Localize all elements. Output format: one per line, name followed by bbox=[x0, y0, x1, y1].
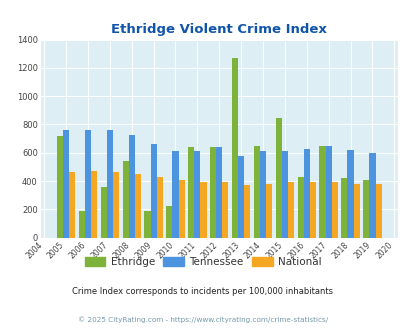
Bar bbox=[122, 161, 128, 238]
Bar bbox=[113, 172, 119, 238]
Bar bbox=[303, 148, 309, 238]
Bar bbox=[331, 182, 337, 238]
Bar bbox=[144, 211, 150, 238]
Text: © 2025 CityRating.com - https://www.cityrating.com/crime-statistics/: © 2025 CityRating.com - https://www.city… bbox=[78, 316, 327, 323]
Bar bbox=[231, 58, 237, 238]
Bar bbox=[281, 151, 287, 238]
Bar bbox=[194, 151, 200, 238]
Bar bbox=[265, 183, 271, 238]
Bar bbox=[188, 147, 194, 238]
Bar bbox=[134, 174, 141, 238]
Bar bbox=[253, 146, 259, 238]
Bar bbox=[79, 211, 85, 238]
Bar bbox=[200, 182, 206, 238]
Bar bbox=[156, 177, 162, 238]
Bar bbox=[209, 147, 215, 238]
Bar bbox=[237, 156, 243, 238]
Bar bbox=[222, 182, 228, 238]
Title: Ethridge Violent Crime Index: Ethridge Violent Crime Index bbox=[111, 23, 326, 36]
Bar bbox=[85, 130, 91, 238]
Legend: Ethridge, Tennessee, National: Ethridge, Tennessee, National bbox=[80, 253, 325, 271]
Bar bbox=[362, 180, 369, 238]
Text: Crime Index corresponds to incidents per 100,000 inhabitants: Crime Index corresponds to incidents per… bbox=[72, 287, 333, 296]
Bar bbox=[319, 146, 325, 238]
Bar bbox=[63, 130, 69, 238]
Bar bbox=[275, 118, 281, 238]
Bar bbox=[69, 172, 75, 238]
Bar bbox=[166, 207, 172, 238]
Bar bbox=[107, 130, 113, 238]
Bar bbox=[259, 151, 265, 238]
Bar bbox=[57, 136, 63, 238]
Bar bbox=[341, 178, 347, 238]
Bar bbox=[178, 180, 184, 238]
Bar bbox=[243, 185, 250, 238]
Bar bbox=[100, 187, 107, 238]
Bar bbox=[353, 184, 359, 238]
Bar bbox=[215, 148, 222, 238]
Bar bbox=[150, 144, 156, 238]
Bar bbox=[287, 182, 293, 238]
Bar bbox=[128, 135, 134, 238]
Bar bbox=[369, 153, 375, 238]
Bar bbox=[347, 149, 353, 238]
Bar bbox=[309, 182, 315, 238]
Bar bbox=[325, 147, 331, 238]
Bar bbox=[297, 178, 303, 238]
Bar bbox=[91, 171, 97, 238]
Bar bbox=[172, 151, 178, 238]
Bar bbox=[375, 184, 381, 238]
